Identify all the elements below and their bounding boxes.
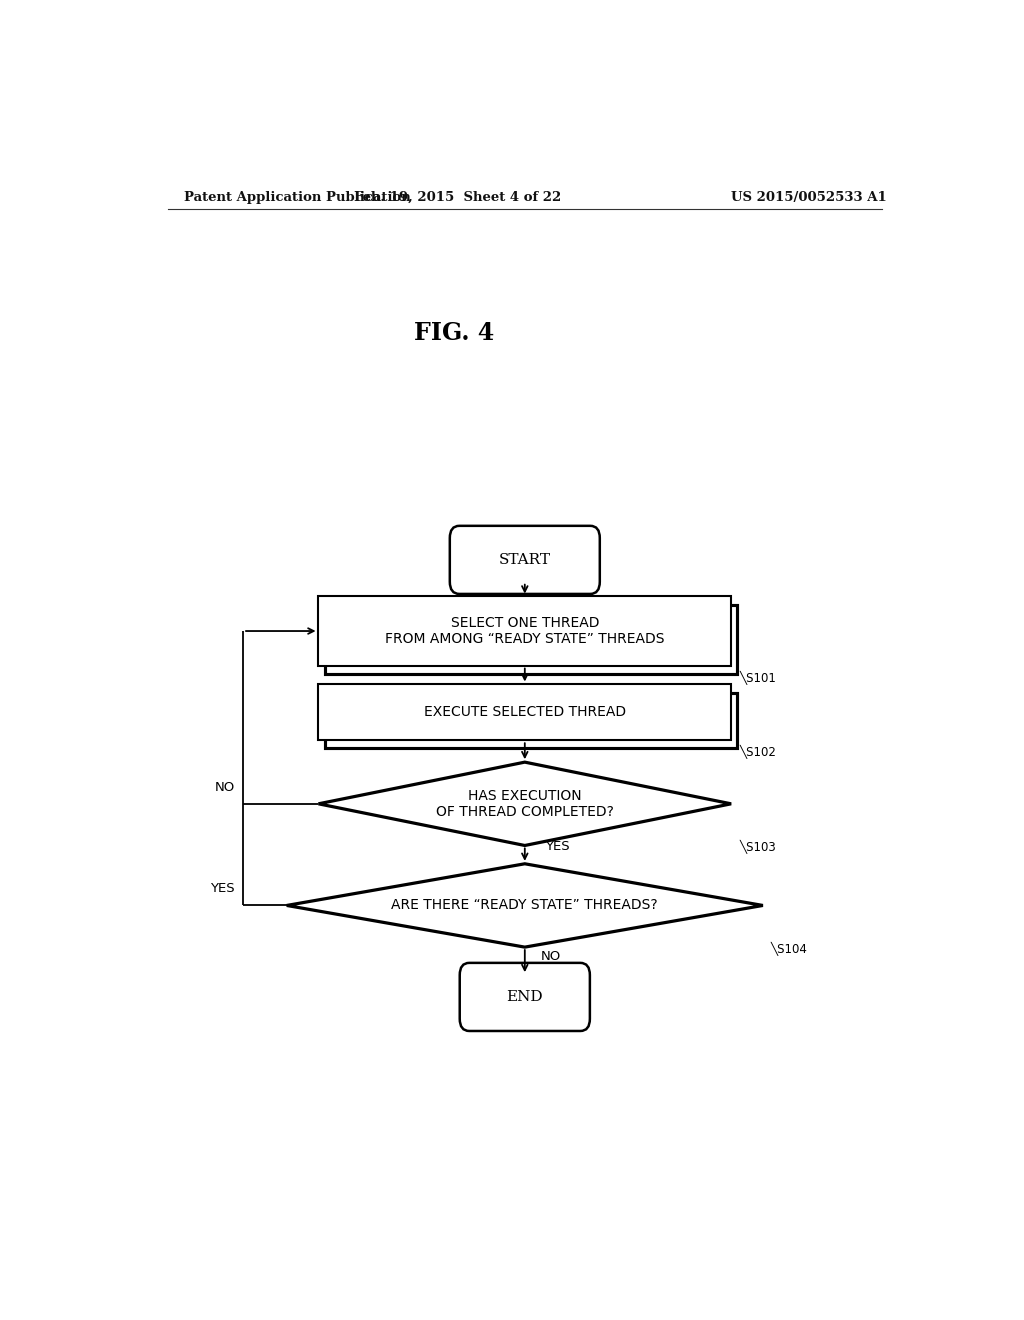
Text: ╲S102: ╲S102 bbox=[739, 746, 776, 759]
Polygon shape bbox=[287, 863, 763, 948]
FancyBboxPatch shape bbox=[450, 525, 600, 594]
Text: Patent Application Publication: Patent Application Publication bbox=[183, 191, 411, 203]
Text: US 2015/0052533 A1: US 2015/0052533 A1 bbox=[731, 191, 887, 203]
FancyBboxPatch shape bbox=[460, 962, 590, 1031]
Text: EXECUTE SELECTED THREAD: EXECUTE SELECTED THREAD bbox=[424, 705, 626, 719]
Text: SELECT ONE THREAD
FROM AMONG “READY STATE” THREADS: SELECT ONE THREAD FROM AMONG “READY STAT… bbox=[385, 616, 665, 645]
Text: ╲S103: ╲S103 bbox=[739, 841, 776, 854]
Bar bbox=[318, 684, 731, 741]
Text: ╲S101: ╲S101 bbox=[739, 671, 776, 685]
Text: START: START bbox=[499, 553, 551, 566]
Text: FIG. 4: FIG. 4 bbox=[414, 321, 494, 345]
Text: ARE THERE “READY STATE” THREADS?: ARE THERE “READY STATE” THREADS? bbox=[391, 899, 658, 912]
Text: YES: YES bbox=[211, 882, 236, 895]
Bar bbox=[325, 693, 737, 748]
Text: NO: NO bbox=[541, 949, 561, 962]
Bar bbox=[318, 597, 731, 665]
Text: END: END bbox=[507, 990, 543, 1005]
Text: ╲S104: ╲S104 bbox=[771, 942, 808, 956]
Polygon shape bbox=[318, 762, 731, 846]
Bar bbox=[325, 605, 737, 673]
Text: Feb. 19, 2015  Sheet 4 of 22: Feb. 19, 2015 Sheet 4 of 22 bbox=[353, 191, 561, 203]
Text: HAS EXECUTION
OF THREAD COMPLETED?: HAS EXECUTION OF THREAD COMPLETED? bbox=[436, 789, 613, 818]
Text: YES: YES bbox=[545, 840, 569, 853]
Text: NO: NO bbox=[215, 780, 236, 793]
